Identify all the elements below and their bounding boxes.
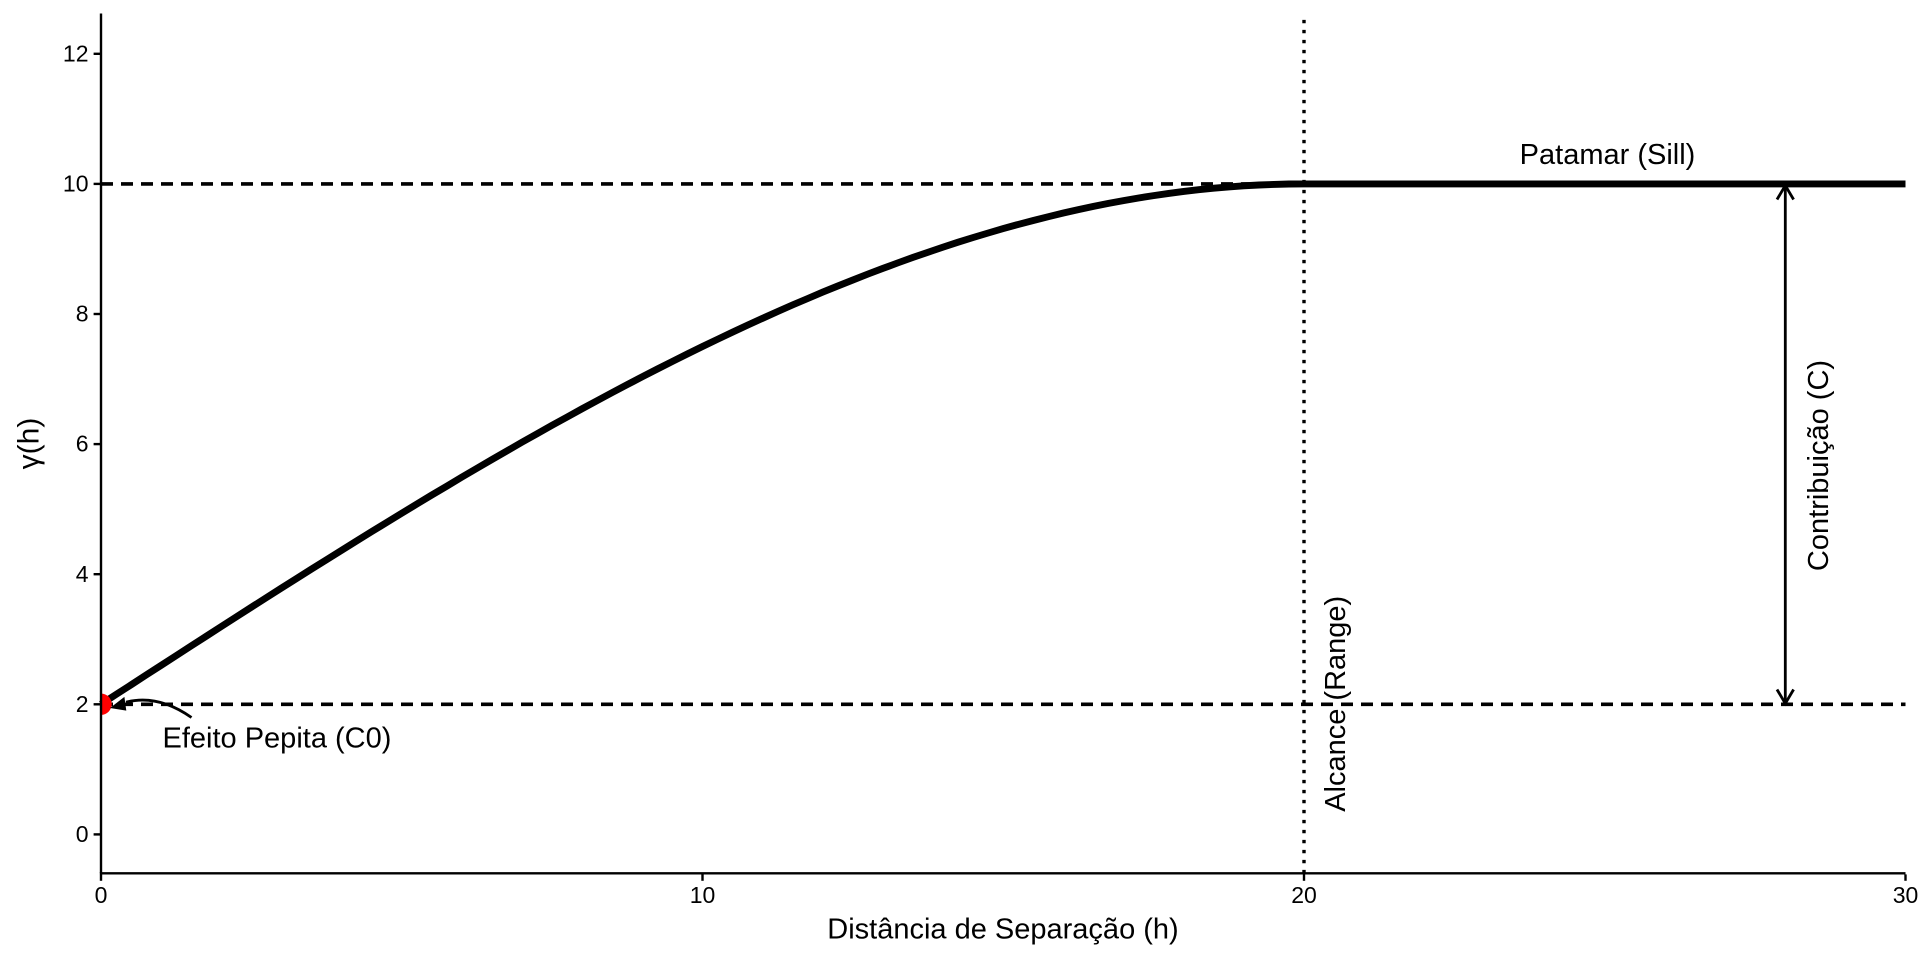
svg-text:Contribuição (C): Contribuição (C) (1803, 360, 1835, 571)
svg-text:6: 6 (76, 431, 89, 457)
svg-text:12: 12 (63, 41, 89, 67)
svg-text:10: 10 (690, 882, 716, 908)
svg-text:0: 0 (95, 882, 108, 908)
svg-text:Distância de Separação (h): Distância de Separação (h) (827, 914, 1178, 946)
svg-text:8: 8 (76, 301, 89, 327)
svg-text:20: 20 (1291, 882, 1317, 908)
svg-text:30: 30 (1893, 882, 1919, 908)
svg-text:10: 10 (63, 171, 89, 197)
svg-text:Patamar (Sill): Patamar (Sill) (1520, 139, 1696, 171)
svg-text:0: 0 (76, 821, 89, 847)
svg-text:4: 4 (76, 561, 89, 587)
svg-text:Alcance (Range): Alcance (Range) (1320, 596, 1352, 812)
svg-text:γ(h): γ(h) (13, 418, 46, 470)
svg-text:2: 2 (76, 691, 89, 717)
svg-text:Efeito Pepita (C0): Efeito Pepita (C0) (163, 722, 392, 754)
